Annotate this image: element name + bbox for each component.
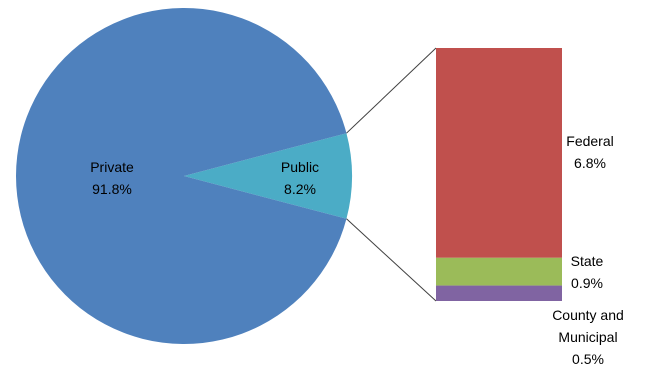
connector-line-bottom: [346, 218, 437, 302]
pie-label-public-line: 8.2%: [284, 181, 316, 197]
bar-label-federal: Federal 6.8%: [566, 133, 613, 171]
pie-label-private-line: 91.8%: [92, 181, 132, 197]
bar-label-county-and-municipal: County and Municipal 0.5%: [552, 307, 624, 367]
bar-label-county-and-municipal-line: County and: [552, 307, 624, 323]
bar-label-county-and-municipal-line: Municipal: [558, 329, 617, 345]
pie-slice-private: [16, 7, 347, 345]
bar-label-federal-line: Federal: [566, 133, 613, 149]
bar-label-state-line: State: [571, 253, 604, 269]
bar-label-county-and-municipal-line: 0.5%: [572, 351, 604, 367]
pie-label-private: Private 91.8%: [90, 159, 134, 197]
pie-slice-public: [184, 133, 352, 219]
bar-label-state-line: 0.9%: [571, 275, 603, 291]
pie-label-public-line: Public: [281, 159, 319, 175]
bar-label-federal-line: 6.8%: [574, 155, 606, 171]
connector-line-top: [346, 47, 437, 134]
bar-segment-county-and-municipal: [436, 285, 562, 301]
bar-segment-federal: [436, 48, 562, 258]
bar-segment-state: [436, 257, 562, 286]
bar-label-state: State 0.9%: [571, 253, 604, 291]
data-labels: Private 91.8% Public 8.2% Federal 6.8% State 0.…: [90, 133, 624, 367]
pie: [16, 7, 352, 345]
pie-label-private-line: Private: [90, 159, 134, 175]
breakdown-bar: [436, 48, 562, 301]
connector-lines: [346, 47, 437, 302]
pie-label-public: Public 8.2%: [281, 159, 319, 197]
